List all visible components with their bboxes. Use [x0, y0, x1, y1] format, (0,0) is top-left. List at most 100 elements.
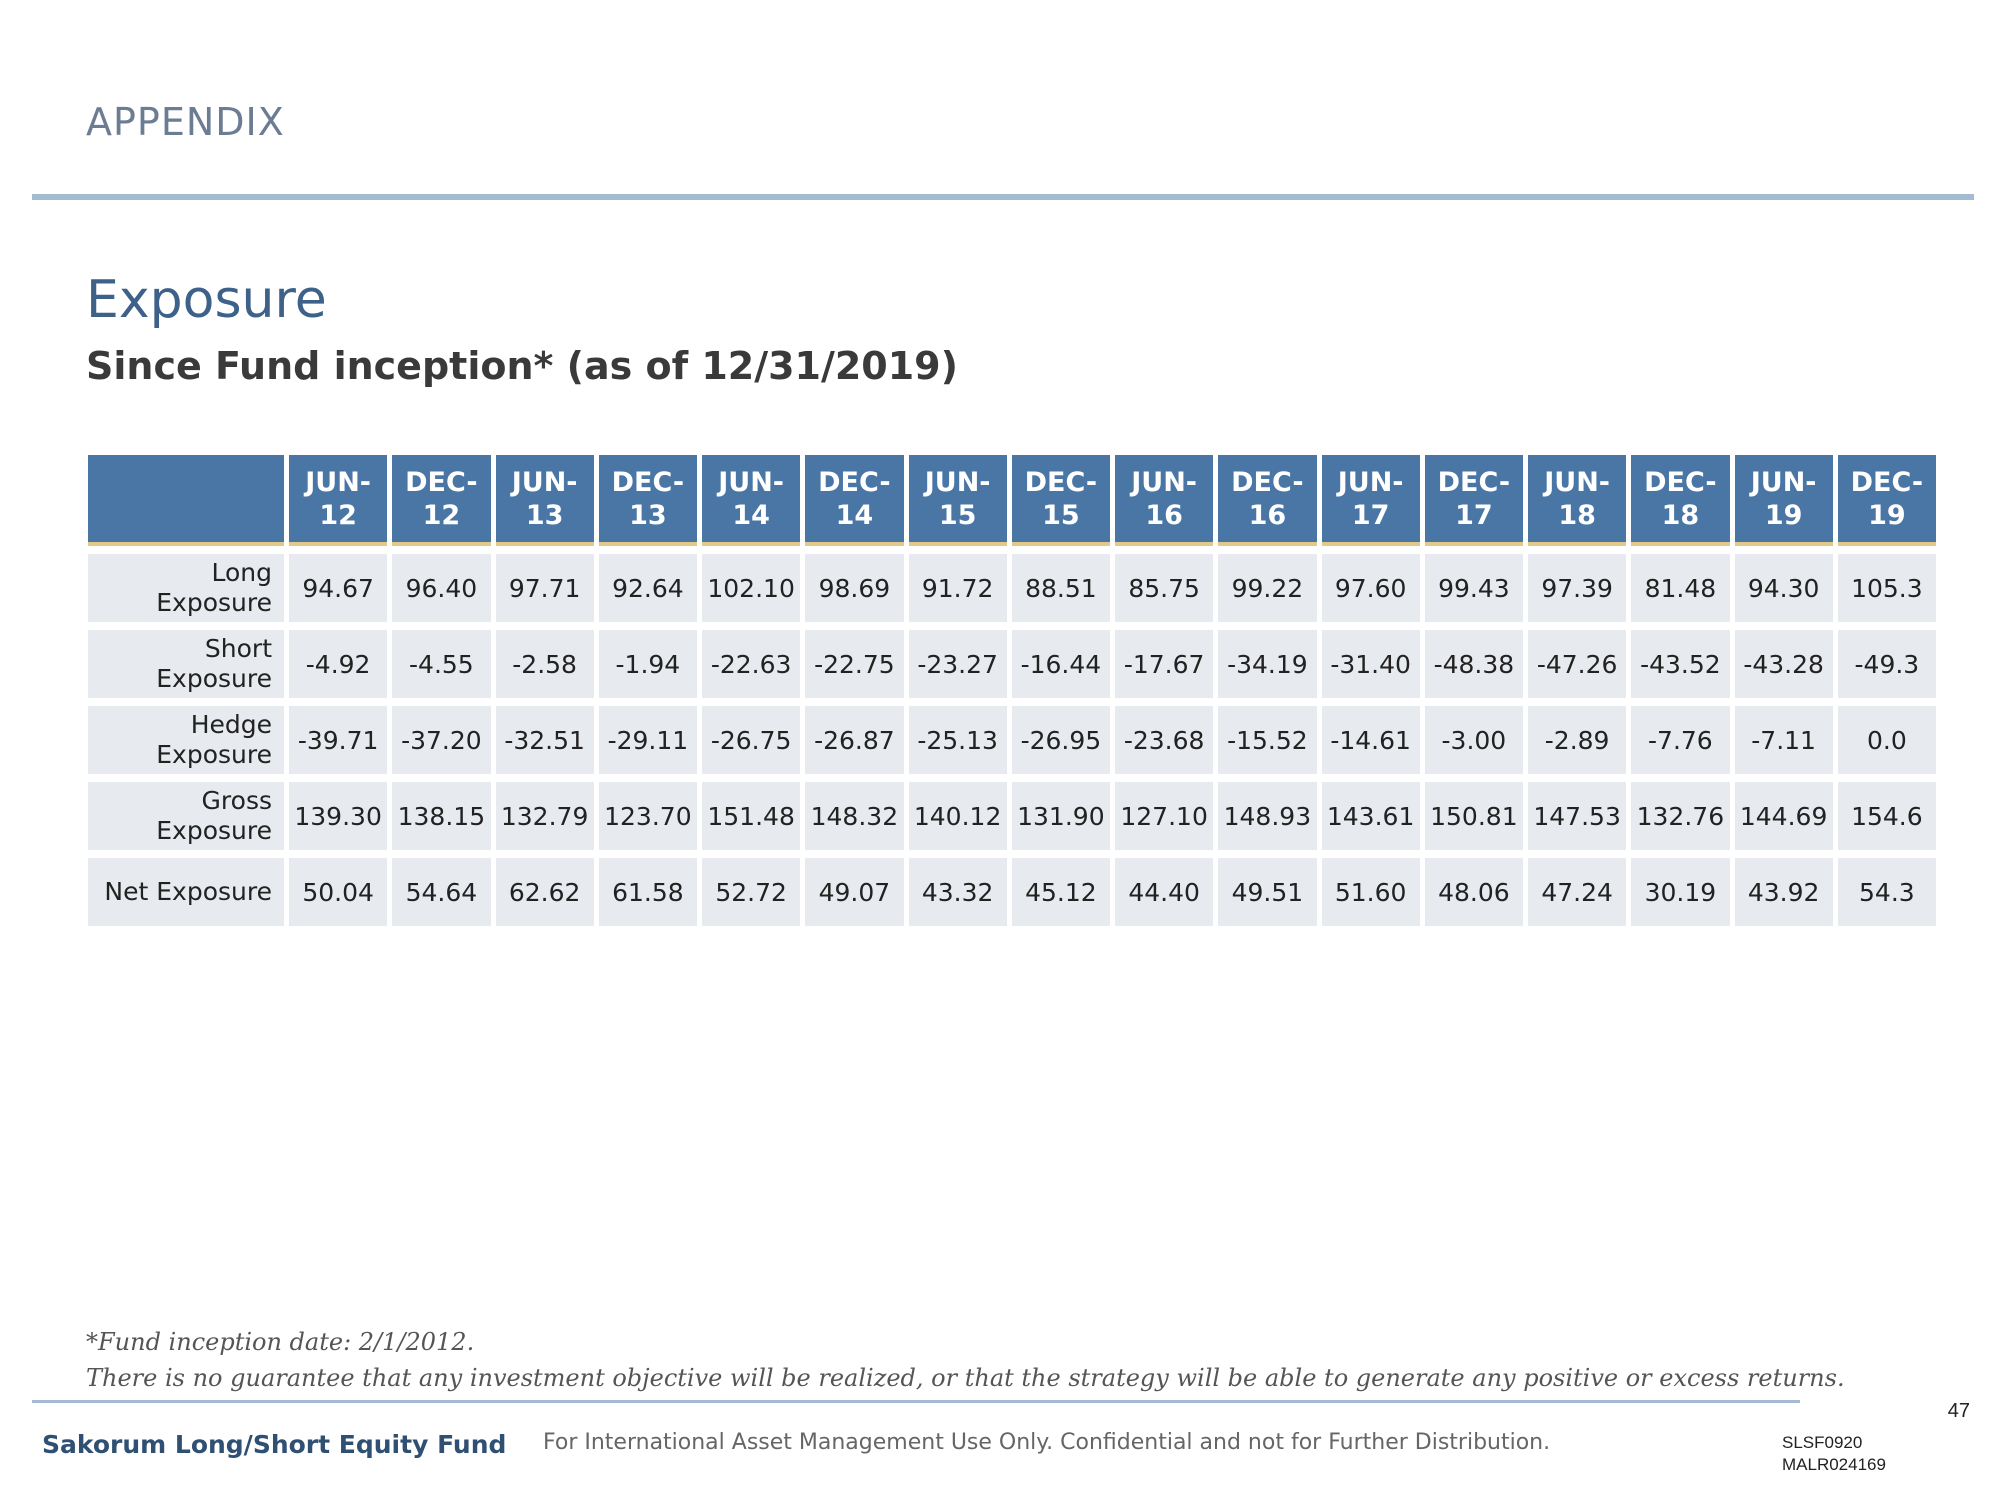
table-cell: -4.55 — [392, 626, 491, 702]
table-cell: 131.90 — [1011, 778, 1110, 854]
table-row: Long Exposure 94.67 96.40 97.71 92.64 102.10 9… — [88, 546, 1936, 626]
table-cell: 49.51 — [1218, 854, 1317, 930]
row-label: Short Exposure — [88, 626, 284, 702]
table-cell: -17.67 — [1115, 626, 1214, 702]
table-cell: -15.52 — [1218, 702, 1317, 778]
table-cell: 43.32 — [908, 854, 1007, 930]
row-label-line: Long Exposure — [156, 558, 272, 617]
column-header-line: 15 — [938, 499, 977, 531]
table-cell: 44.40 — [1115, 854, 1214, 930]
table-cell: 99.22 — [1218, 546, 1317, 626]
table-cell: -49.3 — [1837, 626, 1936, 702]
table-cell: -32.51 — [495, 702, 594, 778]
column-header-line: 13 — [525, 499, 564, 531]
table-cell: 91.72 — [908, 546, 1007, 626]
table-cell: 94.30 — [1734, 546, 1833, 626]
table-cell: 85.75 — [1115, 546, 1214, 626]
column-header: DEC- 12 — [392, 455, 491, 546]
row-label-line: Net Exposure — [104, 877, 272, 906]
column-header-line: 12 — [319, 499, 357, 531]
column-header-line: DEC- — [611, 466, 685, 498]
table-cell: -14.61 — [1321, 702, 1420, 778]
table-cell: 61.58 — [598, 854, 697, 930]
section-label: APPENDIX — [86, 100, 285, 144]
column-header: DEC- 13 — [598, 455, 697, 546]
table-cell: 88.51 — [1011, 546, 1110, 626]
table-row: Net Exposure 50.04 54.64 62.62 61.58 52.72 49.… — [88, 854, 1936, 930]
document-code-line-2: MALR024169 — [1782, 1455, 1886, 1474]
table-body: Long Exposure 94.67 96.40 97.71 92.64 102.10 9… — [88, 546, 1936, 930]
table-cell: 102.10 — [702, 546, 801, 626]
table-cell: 97.60 — [1321, 546, 1420, 626]
column-header-line: 13 — [629, 499, 667, 531]
table-cell: -2.58 — [495, 626, 594, 702]
column-header-line: 18 — [1661, 499, 1700, 531]
column-header: JUN- 15 — [908, 455, 1007, 546]
table-cell: 154.6 — [1837, 778, 1936, 854]
table-cell: 52.72 — [702, 854, 801, 930]
table-cell: 97.71 — [495, 546, 594, 626]
column-header-line: 14 — [835, 499, 874, 531]
column-header-line: JUN- — [1750, 466, 1817, 498]
column-header-line: JUN- — [924, 466, 991, 498]
document-code: SLSF0920 MALR024169 — [1782, 1432, 1886, 1476]
table-cell: 30.19 — [1631, 854, 1730, 930]
table-cell: -29.11 — [598, 702, 697, 778]
table-cell: -2.89 — [1528, 702, 1627, 778]
table-cell: 138.15 — [392, 778, 491, 854]
column-header: DEC- 18 — [1631, 455, 1730, 546]
table-cell: 123.70 — [598, 778, 697, 854]
column-header: DEC- 16 — [1218, 455, 1317, 546]
table-cell: 0.0 — [1837, 702, 1936, 778]
table-cell: -48.38 — [1424, 626, 1523, 702]
column-header-line: 17 — [1455, 499, 1493, 531]
row-label-line: Exposure — [156, 740, 272, 769]
table-cell: -22.75 — [805, 626, 904, 702]
column-header-line: JUN- — [1544, 466, 1611, 498]
table-cell: 132.79 — [495, 778, 594, 854]
page-number: 47 — [1947, 1400, 1970, 1422]
row-label: Hedge Exposure — [88, 702, 284, 778]
column-header-line: JUN- — [1131, 466, 1198, 498]
table-cell: -34.19 — [1218, 626, 1317, 702]
table-cell: 48.06 — [1424, 854, 1523, 930]
column-header-line: DEC- — [1437, 466, 1511, 498]
column-header-line: 18 — [1558, 499, 1596, 531]
table-cell: -37.20 — [392, 702, 491, 778]
column-header: JUN- 17 — [1321, 455, 1420, 546]
column-header-line: DEC- — [1644, 466, 1717, 498]
table-cell: 96.40 — [392, 546, 491, 626]
table-cell: 54.3 — [1837, 854, 1936, 930]
table-cell: 105.3 — [1837, 546, 1936, 626]
column-header: DEC- 19 — [1837, 455, 1936, 546]
column-header-line: DEC- — [1231, 466, 1304, 498]
table-cell: -26.87 — [805, 702, 904, 778]
table-cell: 140.12 — [908, 778, 1007, 854]
table-cell: 62.62 — [495, 854, 594, 930]
document-code-line-1: SLSF0920 — [1782, 1433, 1863, 1452]
column-header: DEC- 17 — [1424, 455, 1523, 546]
exposure-table: JUN- 12 DEC- 12 JUN- 13 DEC- 13 JUN- 14 DEC- 14 JUN-… — [83, 455, 1941, 930]
column-header-line: 12 — [422, 499, 461, 531]
column-header: JUN- 13 — [495, 455, 594, 546]
row-label: Gross Exposure — [88, 778, 284, 854]
table-cell: 51.60 — [1321, 854, 1420, 930]
row-label: Long Exposure — [88, 546, 284, 626]
table-cell: 148.32 — [805, 778, 904, 854]
bottom-divider — [32, 1400, 1800, 1403]
table-cell: -23.68 — [1115, 702, 1214, 778]
column-header: DEC- 14 — [805, 455, 904, 546]
table-cell: -1.94 — [598, 626, 697, 702]
column-header-line: DEC- — [1024, 466, 1098, 498]
table-cell: -26.95 — [1011, 702, 1110, 778]
fund-name: Sakorum Long/Short Equity Fund — [42, 1430, 507, 1459]
footnote-guarantee: There is no guarantee that any investmen… — [86, 1364, 1845, 1392]
row-label: Net Exposure — [88, 854, 284, 930]
table-cell: 132.76 — [1631, 778, 1730, 854]
column-header: JUN- 14 — [702, 455, 801, 546]
table-cell: -39.71 — [289, 702, 388, 778]
table-cell: 49.07 — [805, 854, 904, 930]
table-cell: -25.13 — [908, 702, 1007, 778]
table-cell: -3.00 — [1424, 702, 1523, 778]
table-cell: -47.26 — [1528, 626, 1627, 702]
